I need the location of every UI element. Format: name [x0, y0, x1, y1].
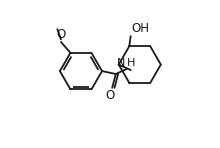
Text: OH: OH	[131, 22, 149, 35]
Text: H: H	[127, 58, 135, 68]
Text: N: N	[117, 58, 125, 68]
Text: O: O	[106, 89, 115, 102]
Text: O: O	[56, 28, 65, 41]
